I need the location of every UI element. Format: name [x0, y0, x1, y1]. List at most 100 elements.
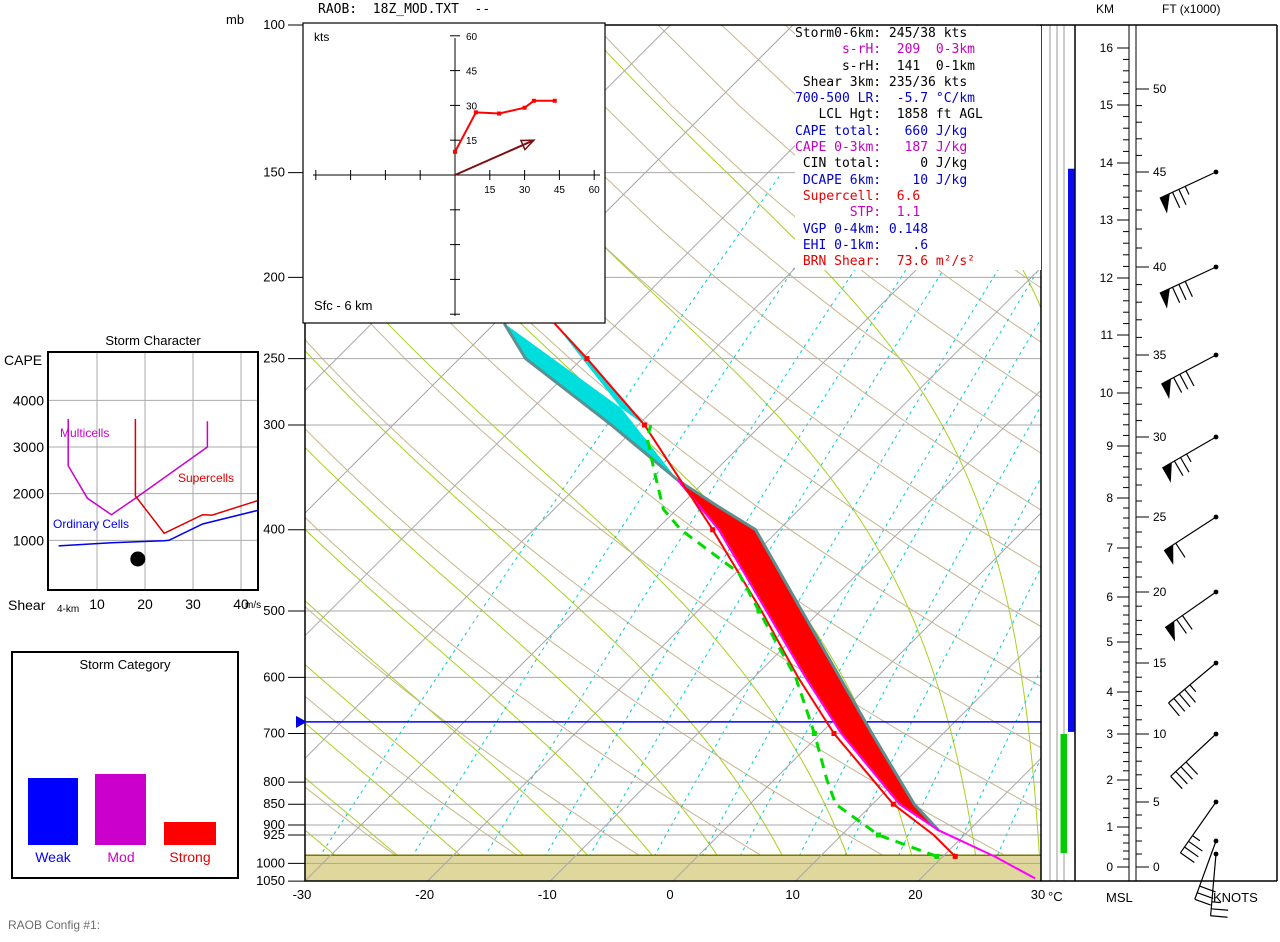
- dewpoint-marker: [934, 853, 940, 859]
- barb-station-dot: [1213, 169, 1219, 175]
- pressure-tick-label: 600: [263, 669, 285, 684]
- hodograph-tick-label: 60: [589, 185, 601, 196]
- parcel-path-line: [503, 322, 940, 832]
- barb-full: [1176, 619, 1187, 634]
- wind-barb: [1164, 589, 1219, 642]
- aloft-negative-area: [504, 323, 678, 481]
- wind-barb: [1159, 264, 1219, 309]
- km-tick-label: 12: [1100, 271, 1114, 285]
- dewpoint-marker: [756, 608, 762, 614]
- km-tick-label: 14: [1100, 156, 1114, 170]
- barb-full: [1168, 702, 1180, 717]
- storm-character-box: [47, 351, 259, 591]
- hodograph-tick-label: 30: [466, 101, 478, 112]
- shear-tick-label: 40: [233, 596, 249, 612]
- hodograph-unit-label: kts: [314, 30, 330, 44]
- wind-barb: [1168, 660, 1219, 717]
- barb-full: [1173, 697, 1186, 712]
- ft-tick-label: 20: [1153, 585, 1167, 599]
- param-line: s-rH: 209 0-3km: [795, 42, 976, 58]
- wind-barb: [1170, 731, 1219, 790]
- hodograph-trace-marker: [453, 149, 457, 154]
- km-tick-label: 16: [1100, 41, 1114, 55]
- km-tick-label: 5: [1106, 635, 1113, 649]
- temperature-tick-label: 20: [908, 887, 922, 902]
- pressure-tick-label: 925: [263, 827, 285, 842]
- storm-character-chart: 1000 2000 3000 4000 10 20 30 40: [13, 351, 259, 612]
- barb-station-dot: [1213, 851, 1219, 857]
- barb-staff: [1163, 516, 1217, 552]
- param-line: DCAPE 6km: 10 J/kg: [795, 172, 968, 188]
- moist-adiabat-line: [1102, 25, 1191, 881]
- dry-adiabat-line: [305, 428, 930, 881]
- barb-full: [1178, 189, 1187, 205]
- km-tick-label: 13: [1100, 213, 1114, 227]
- barb-full: [1178, 284, 1187, 300]
- storm-motion-vector: [454, 139, 535, 176]
- pressure-unit-label: mb: [226, 12, 245, 27]
- dry-adiabat-line: [530, 25, 1041, 454]
- temperature-marker: [710, 527, 716, 533]
- shear-tick-label: 30: [185, 596, 201, 612]
- knots-label: KNOTS: [1213, 890, 1258, 905]
- dewpoint-marker: [811, 731, 817, 737]
- hodograph-tick-label: 15: [484, 185, 496, 196]
- isotherm-line: [672, 512, 1041, 881]
- isotherm-line: [305, 25, 917, 637]
- km-tick-label: 2: [1106, 773, 1113, 787]
- barb-staff: [1159, 266, 1217, 294]
- barb-full: [1211, 908, 1229, 911]
- cape-tick-label: 1000: [13, 532, 44, 548]
- barb-station-dot: [1213, 589, 1219, 595]
- ft-tick-label: 15: [1153, 656, 1167, 670]
- param-line: EHI 0-1km: .6: [795, 237, 929, 253]
- hodograph-box: [302, 22, 606, 324]
- storm-character-ylabel: CAPE: [4, 352, 43, 368]
- storm-character-title: Storm Character: [105, 333, 201, 348]
- pressure-tick-label: 100: [263, 17, 285, 32]
- dry-adiabat-line: [305, 516, 806, 881]
- km-tick-label: 7: [1106, 541, 1113, 555]
- storm-character-xsub: 4-km: [57, 604, 80, 615]
- hodograph-trace-marker: [473, 110, 478, 115]
- barb-staff: [1209, 853, 1217, 916]
- param-line: VGP 0-4km: 0.148: [795, 221, 929, 237]
- skewt-plot-border: [304, 24, 1042, 882]
- barb-full: [1173, 377, 1183, 393]
- sounding-point-dot: [130, 551, 146, 567]
- barb-full: [1185, 761, 1199, 775]
- barb-full: [1171, 287, 1181, 303]
- barb-full: [1184, 846, 1199, 858]
- hodograph-trace-marker: [497, 111, 502, 116]
- title-filename: 18Z_MOD.TXT: [372, 2, 459, 17]
- barb-full: [1184, 281, 1193, 298]
- skewt-grid: [305, 25, 1191, 881]
- supercells-curve: [134, 419, 257, 535]
- ordinary_cells-curve: [58, 509, 257, 547]
- pressure-tick-label: 250: [263, 351, 285, 366]
- param-line: CAPE 0-3km: 187 J/kg: [795, 140, 968, 156]
- param-line: 700-500 LR: -5.7 °C/km: [795, 91, 976, 107]
- temperature-marker: [831, 731, 837, 737]
- moist-adiabat-line: [581, 25, 1041, 881]
- storm-character-xlabel: Shear: [8, 597, 46, 613]
- param-line: STP: 1.1: [795, 205, 921, 221]
- km-tick-label: 0: [1106, 860, 1113, 874]
- km-tick-label: 6: [1106, 590, 1113, 604]
- temperature-tick-label: 0: [666, 887, 673, 902]
- dry-adiabat-line: [305, 605, 681, 881]
- category-bar-mod: [95, 774, 146, 845]
- dry-adiabat-line: [403, 25, 1041, 569]
- cape-positive-area: [677, 480, 939, 831]
- barb-staff: [1170, 733, 1217, 777]
- param-line: Shear 3km: 235/36 kts: [795, 74, 968, 90]
- param-line: Supercell: 6.6: [795, 188, 921, 204]
- title-dashes: --: [474, 2, 491, 17]
- hodograph-layer-label: Sfc - 6 km: [314, 298, 373, 313]
- km-tick-label: 9: [1106, 439, 1113, 453]
- km-tick-label: 11: [1101, 328, 1114, 342]
- barb-pennant: [1162, 462, 1172, 483]
- moist-adiabat-line: [305, 722, 490, 881]
- hodograph-tick-label: 45: [466, 67, 478, 78]
